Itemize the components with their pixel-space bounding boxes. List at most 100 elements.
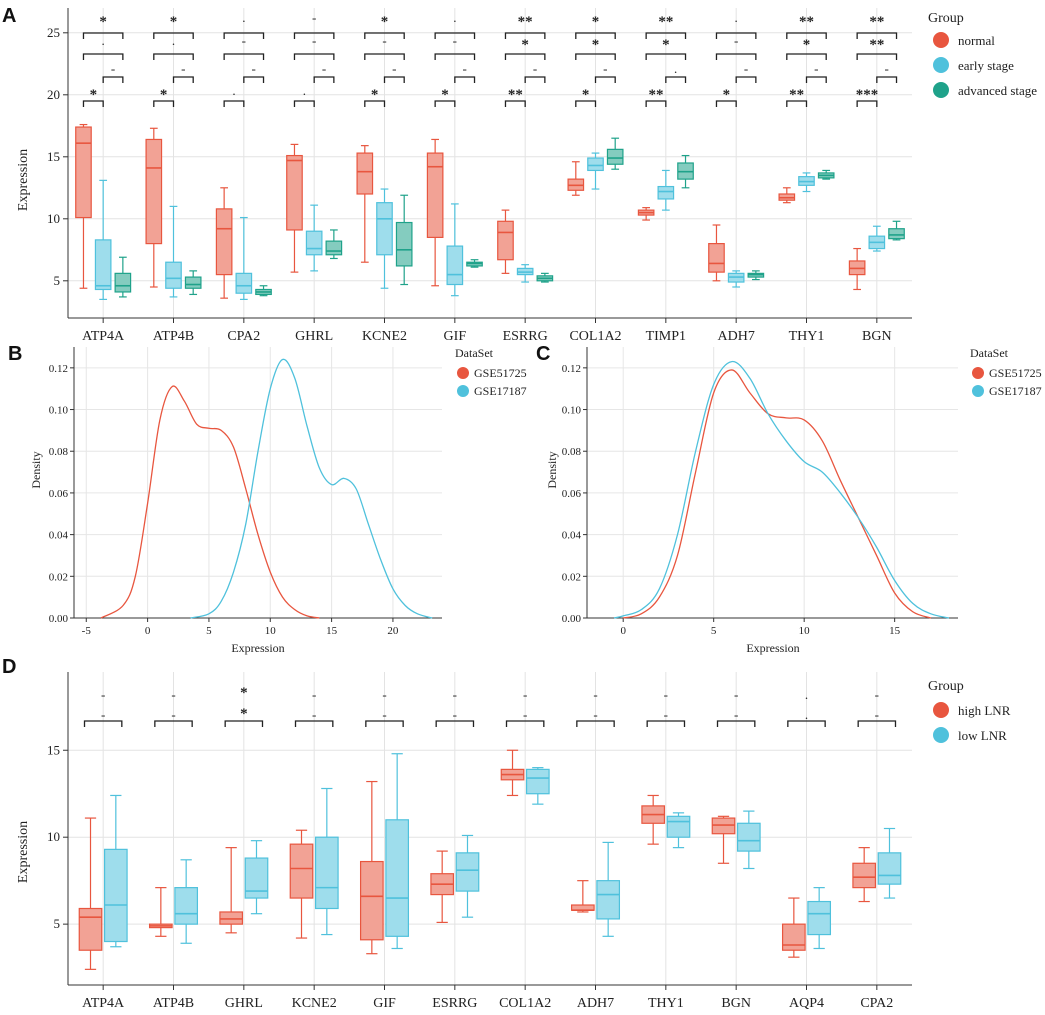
significance-bracket [82,32,124,39]
x-tick-label: COL1A2 [499,996,551,1011]
significance-bracket [575,53,616,60]
significance-bracket [434,53,476,60]
x-tick-label: 10 [799,625,811,637]
x-tick-label: CPA2 [860,996,893,1011]
significance-label: * [160,87,168,103]
box-body [596,880,621,920]
box-body [305,230,323,256]
box-body [94,239,112,291]
box-body [325,240,343,256]
significance-label: * [90,87,98,103]
legend-label-gse17187: GSE17187 [989,384,1042,398]
significance-label: . [102,33,105,48]
significance-bracket [645,53,687,60]
x-tick-label: ATP4A [82,996,125,1011]
y-tick-label: 0.08 [562,446,582,458]
significance-label: - [814,61,818,76]
significance-bracket [645,32,687,39]
significance-label: - [734,33,738,48]
y-tick-label: 0.12 [562,363,581,375]
x-tick-label: ATP4A [82,329,125,344]
significance-label: - [181,61,185,76]
y-tick-label: 0.10 [562,405,582,417]
significance-label: * [592,37,600,53]
significance-bracket [153,100,175,107]
x-tick-label: ESRRG [432,996,477,1011]
x-tick-label: AQP4 [789,996,824,1011]
box-body [385,819,410,937]
legend-title: Group [928,679,964,694]
significance-label: ** [648,87,663,103]
significance-label: - [603,61,607,76]
significance-bracket [646,720,686,727]
significance-bracket [365,720,404,727]
significance-label: - [593,707,597,722]
box-body [114,272,132,293]
significance-bracket [383,76,405,83]
y-tick-label: 0.12 [49,363,68,375]
x-tick-label: 10 [265,625,277,637]
significance-bracket [364,32,405,39]
significance-label: - [734,687,738,702]
box-body [852,862,877,889]
significance-label: . [242,10,245,25]
y-tick-label: 10 [47,211,60,226]
y-tick-label: 5 [54,273,61,288]
significance-label: ** [508,87,523,103]
significance-bracket [243,76,265,83]
significance-label: . [735,10,738,25]
significance-bracket [786,100,808,107]
significance-label: - [463,61,467,76]
significance-label: - [242,33,246,48]
y-tick-label: 0.00 [562,613,582,625]
significance-bracket [576,720,615,727]
x-tick-label: THY1 [648,996,684,1011]
box-body [711,817,736,835]
significance-bracket [364,100,386,107]
x-tick-label: 15 [889,625,901,637]
significance-bracket [594,76,616,83]
significance-label: . [172,33,175,48]
y-tick-label: 0.00 [49,613,69,625]
significance-label: * [381,14,389,30]
density-curve-gse17187 [614,360,950,619]
significance-bracket [153,53,194,60]
significance-bracket [876,76,898,83]
significance-bracket [313,76,335,83]
significance-bracket [102,76,124,83]
significance-bracket [293,53,335,60]
significance-label: * [170,14,178,30]
legend-swatch-advanced-stage [933,82,949,98]
x-tick-label: KCNE2 [362,329,407,344]
significance-bracket [223,32,265,39]
legend-label-early-stage: early stage [958,58,1014,73]
significance-bracket [83,720,123,727]
legend-label-gse17187: GSE17187 [474,384,527,398]
box-body [708,243,725,273]
box-body [244,857,269,899]
significance-bracket [575,100,597,107]
box-body [455,852,480,892]
box-body [446,245,464,286]
box-body [174,887,199,925]
significance-label: - [664,707,668,722]
box-body [736,822,761,852]
significance-bracket [505,720,545,727]
significance-label: * [662,37,670,53]
box-body [781,923,806,951]
significance-bracket [856,53,898,60]
y-tick-label: 10 [47,829,60,844]
box-body [314,836,339,910]
box-body [426,152,444,239]
significance-bracket [735,76,757,83]
significance-label: * [240,685,248,701]
significance-label: - [453,707,457,722]
significance-label: - [312,707,316,722]
significance-label: . [303,83,306,98]
x-tick-label: 20 [387,625,399,637]
significance-bracket [504,100,526,107]
legend-swatch-gse51725 [972,367,984,379]
significance-label: - [523,687,527,702]
box-body [376,202,393,256]
